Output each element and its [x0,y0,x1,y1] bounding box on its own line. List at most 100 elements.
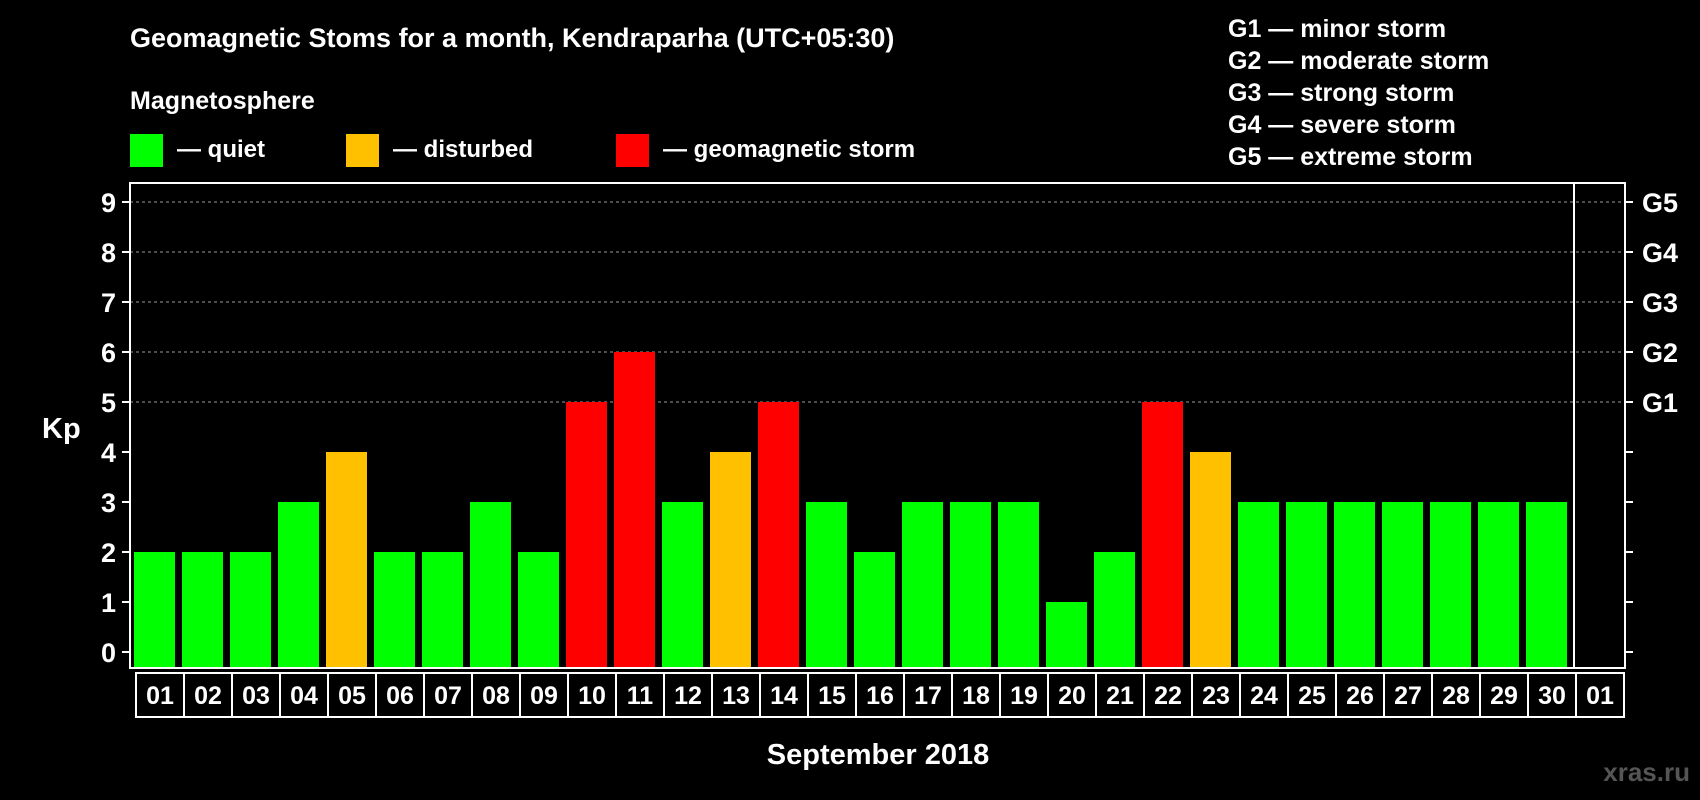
x-tick-label: 23 [1202,682,1230,710]
chart-title: Geomagnetic Stoms for a month, Kendrapar… [130,23,894,53]
x-tick-label: 13 [722,682,750,710]
x-tick-label: 15 [818,682,846,710]
kp-bar [1142,402,1183,668]
plot-frame [129,182,1626,669]
legend-storm-label: — geomagnetic storm [663,136,915,163]
x-tick-label: 01 [1586,682,1614,710]
kp-bar [1046,602,1087,668]
y-tick-label: 6 [101,338,116,368]
x-tick-label: 10 [578,682,606,710]
kp-bar [326,452,367,668]
y-tick-label: 9 [101,188,116,218]
kp-bar [566,402,607,668]
legend-disturbed-swatch [346,134,379,167]
x-tick-label: 07 [434,682,462,710]
kp-bar [1526,502,1567,668]
y-tick-label: 5 [101,388,116,418]
x-tick-label: 30 [1538,682,1566,710]
y-tick-label: 4 [101,438,116,468]
kp-bar [902,502,943,668]
kp-bar [998,502,1039,668]
x-tick-label: 22 [1154,682,1182,710]
x-tick-label: 29 [1490,682,1518,710]
kp-bar [1094,552,1135,668]
x-tick-label: 24 [1250,682,1278,710]
kp-bar [854,552,895,668]
storm-scale-g5: G5 — extreme storm [1228,143,1473,171]
grid-lines [130,201,1625,403]
storm-scale-g4: G4 — severe storm [1228,111,1456,139]
x-tick-label: 08 [482,682,510,710]
x-axis-label: September 2018 [767,739,989,771]
kp-bar [806,502,847,668]
kp-bar [278,502,319,668]
kp-bar [1286,502,1327,668]
kp-bar [182,552,223,668]
kp-bar [1190,452,1231,668]
x-tick-label: 25 [1298,682,1326,710]
y-axis-label: Kp [42,413,81,445]
x-tick-label: 26 [1346,682,1374,710]
date-row-frame [135,672,1625,718]
x-tick-label: 19 [1010,682,1038,710]
watermark: xras.ru [1603,757,1690,787]
y-tick-label: 1 [101,588,116,618]
storm-level-label: G4 [1642,238,1678,268]
kp-bar [710,452,751,668]
storm-level-label: G2 [1642,338,1678,368]
x-tick-label: 21 [1106,682,1134,710]
x-axis: 01 02 03 04 05 06 07 08 09 10 11 12 13 14 15 16 17 18 19 20… [135,672,1625,718]
x-tick-label: 16 [866,682,894,710]
kp-bar [230,552,271,668]
y-tick-label: 0 [101,638,116,668]
kp-bar [134,552,175,668]
legend-quiet: — quiet [130,134,265,167]
kp-bar [1430,502,1471,668]
storm-scale-legend: G1 — minor storm G2 — moderate storm G3 … [1228,15,1489,171]
kp-bar [374,552,415,668]
x-tick-label: 06 [386,682,414,710]
kp-bar [662,502,703,668]
legend-quiet-label: — quiet [177,136,265,163]
storm-level-label: G5 [1642,188,1678,218]
x-tick-label: 09 [530,682,558,710]
legend-heading: Magnetosphere [130,87,315,115]
storm-scale-g3: G3 — strong storm [1228,79,1454,107]
x-tick-label: 12 [674,682,702,710]
legend-storm-swatch [616,134,649,167]
x-tick-label: 04 [290,682,318,710]
kp-bar [1238,502,1279,668]
kp-bar [950,502,991,668]
y-tick-label: 8 [101,238,116,268]
x-tick-label: 14 [770,682,798,710]
storm-level-label: G1 [1642,388,1678,418]
kp-bar [470,502,511,668]
x-tick-label: 28 [1442,682,1470,710]
storm-level-axis: G1 G2 G3 G4 G5 [1625,188,1678,653]
storm-level-label: G3 [1642,288,1678,318]
y-axis: 0 1 2 3 4 5 6 7 8 9 [101,188,130,668]
legend-quiet-swatch [130,134,163,167]
x-tick-label: 20 [1058,682,1086,710]
legend-disturbed-label: — disturbed [393,136,533,163]
x-tick-label: 03 [242,682,270,710]
kp-bar [614,352,655,668]
kp-bar [518,552,559,668]
storm-scale-g1: G1 — minor storm [1228,15,1446,43]
x-tick-label: 11 [627,682,654,710]
x-tick-label: 01 [146,682,174,710]
x-tick-label: 17 [914,682,942,710]
bars [134,352,1567,668]
x-tick-label: 18 [962,682,990,710]
kp-bar [1478,502,1519,668]
legend-storm: — geomagnetic storm [616,134,915,167]
kp-bar [758,402,799,668]
y-tick-label: 7 [101,288,116,318]
x-tick-label: 02 [194,682,222,710]
kp-bar [422,552,463,668]
kp-bar [1382,502,1423,668]
x-tick-label: 27 [1394,682,1422,710]
storm-scale-g2: G2 — moderate storm [1228,47,1489,75]
x-tick-label: 05 [338,682,366,710]
